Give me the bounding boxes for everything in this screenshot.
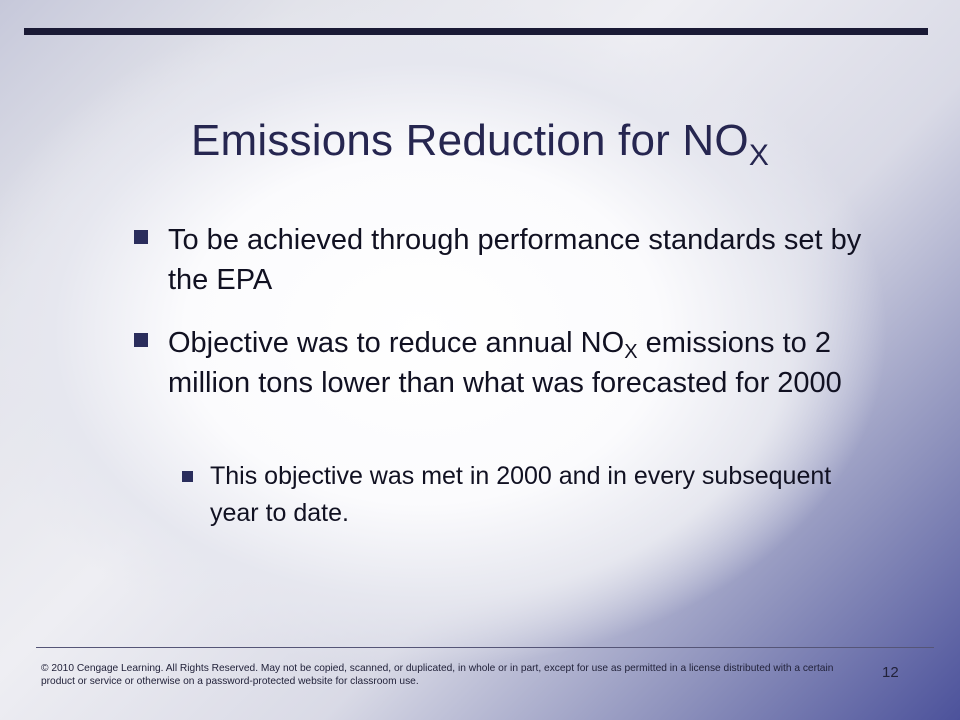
sub-bullet-1: This objective was met in 2000 and in ev… — [210, 458, 870, 532]
top-rule — [24, 28, 928, 35]
slide-title: Emissions Reduction for NOX — [0, 116, 960, 171]
bullet-2: Objective was to reduce annual NOX emiss… — [168, 323, 868, 403]
slide-title-text: Emissions Reduction for NO — [190, 116, 749, 165]
sub-bullet-1-text: This objective was met in 2000 and in ev… — [210, 462, 832, 527]
bullet-2-text-end: emissions to 2 million tons lower than w… — [168, 327, 842, 399]
bullet-square-icon — [134, 230, 148, 244]
bullet-1: To be achieved through performance stand… — [168, 220, 868, 300]
footer-rule — [36, 647, 934, 648]
bullet-2-subscript: X — [624, 341, 638, 363]
bullet-square-icon — [134, 333, 148, 347]
copyright-notice: © 2010 Cengage Learning. All Rights Rese… — [41, 663, 834, 687]
sub-bullet-square-icon — [182, 471, 193, 482]
bullet-2-text-start: Objective was to reduce annual NO — [168, 327, 625, 359]
page-number: 12 — [882, 664, 899, 681]
bullet-1-text: To be achieved through performance stand… — [168, 224, 862, 296]
slide-title-subscript: X — [748, 139, 770, 172]
